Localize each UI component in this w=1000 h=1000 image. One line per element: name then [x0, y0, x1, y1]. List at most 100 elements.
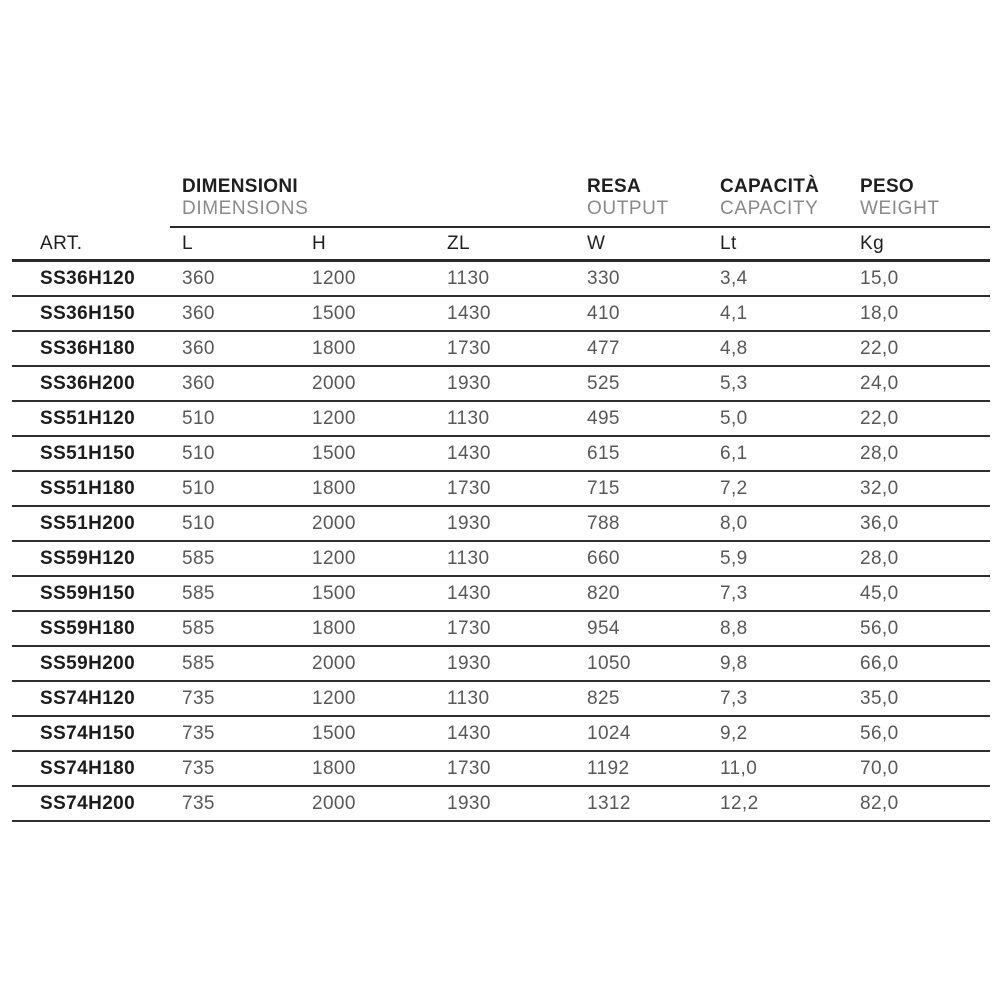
cell-length: 585: [182, 652, 215, 674]
group-primary-label: RESA: [587, 176, 641, 197]
cell-zl: 1130: [447, 687, 490, 709]
cell-height: 1500: [312, 722, 356, 744]
column-group-capacity: CAPACITÀ CAPACITY: [708, 176, 848, 220]
cell-capacity-lt: 5,9: [720, 547, 748, 569]
column-header-w: W: [587, 232, 606, 254]
group-primary-label: DIMENSIONI: [182, 176, 298, 197]
cell-height: 1800: [312, 757, 356, 779]
cell-height: 2000: [312, 372, 356, 394]
cell-height: 1200: [312, 547, 356, 569]
cell-height: 1800: [312, 477, 356, 499]
cell-weight-kg: 15,0: [860, 267, 899, 289]
article-code: SS36H150: [40, 302, 136, 324]
cell-output-w: 825: [587, 687, 620, 709]
cell-height: 2000: [312, 652, 356, 674]
cell-zl: 1730: [447, 617, 491, 639]
cell-length: 735: [182, 722, 215, 744]
table-row: SS74H200 735 2000 1930 1312 12,2 82,0: [12, 787, 990, 822]
table-row: SS51H180 510 1800 1730 715 7,2 32,0: [12, 472, 990, 507]
table-row: SS51H120 510 1200 1130 495 5,0 22,0: [12, 402, 990, 437]
cell-output-w: 660: [587, 547, 620, 569]
article-code: SS36H200: [40, 372, 136, 394]
cell-length: 360: [182, 267, 215, 289]
cell-length: 510: [182, 477, 215, 499]
cell-capacity-lt: 9,2: [720, 722, 748, 744]
cell-output-w: 410: [587, 302, 620, 324]
cell-output-w: 1024: [587, 722, 631, 744]
column-header-zl: ZL: [447, 232, 470, 254]
table-row: SS74H180 735 1800 1730 1192 11,0 70,0: [12, 752, 990, 787]
cell-weight-kg: 32,0: [860, 477, 899, 499]
article-code: SS51H200: [40, 512, 136, 534]
table-row: SS74H150 735 1500 1430 1024 9,2 56,0: [12, 717, 990, 752]
group-secondary-label: WEIGHT: [860, 198, 940, 219]
table-row: SS59H200 585 2000 1930 1050 9,8 66,0: [12, 647, 990, 682]
table-row: SS36H150 360 1500 1430 410 4,1 18,0: [12, 297, 990, 332]
product-spec-table: DIMENSIONI DIMENSIONS RESA OUTPUT CAPACI…: [12, 176, 990, 822]
cell-output-w: 1312: [587, 792, 631, 814]
cell-zl: 1930: [447, 792, 491, 814]
cell-weight-kg: 36,0: [860, 512, 899, 534]
column-group-weight: PESO WEIGHT: [848, 176, 990, 220]
group-primary-label: PESO: [860, 176, 914, 197]
cell-height: 1500: [312, 302, 356, 324]
cell-output-w: 477: [587, 337, 620, 359]
table-row: SS36H120 360 1200 1130 330 3,4 15,0: [12, 262, 990, 297]
article-code: SS36H120: [40, 267, 136, 289]
cell-capacity-lt: 12,2: [720, 792, 759, 814]
cell-capacity-lt: 6,1: [720, 442, 748, 464]
group-secondary-label: CAPACITY: [720, 198, 819, 219]
cell-capacity-lt: 7,2: [720, 477, 748, 499]
table-body: SS36H120 360 1200 1130 330 3,4 15,0 SS36…: [12, 262, 990, 822]
article-code: SS51H150: [40, 442, 136, 464]
article-code: SS51H180: [40, 477, 136, 499]
cell-height: 2000: [312, 792, 356, 814]
cell-zl: 1130: [447, 407, 490, 429]
cell-weight-kg: 24,0: [860, 372, 899, 394]
table-row: SS59H150 585 1500 1430 820 7,3 45,0: [12, 577, 990, 612]
cell-output-w: 615: [587, 442, 620, 464]
column-header-art: ART.: [40, 232, 83, 254]
table-row: SS74H120 735 1200 1130 825 7,3 35,0: [12, 682, 990, 717]
cell-capacity-lt: 7,3: [720, 687, 748, 709]
cell-length: 735: [182, 687, 215, 709]
article-code: SS74H150: [40, 722, 136, 744]
article-code: SS74H180: [40, 757, 136, 779]
cell-capacity-lt: 3,4: [720, 267, 748, 289]
group-primary-label: CAPACITÀ: [720, 176, 820, 197]
cell-length: 360: [182, 337, 215, 359]
cell-capacity-lt: 8,8: [720, 617, 748, 639]
article-code: SS59H200: [40, 652, 136, 674]
column-header-lt: Lt: [720, 232, 737, 254]
cell-length: 510: [182, 512, 215, 534]
table-row: SS59H120 585 1200 1130 660 5,9 28,0: [12, 542, 990, 577]
cell-weight-kg: 22,0: [860, 407, 899, 429]
cell-zl: 1130: [447, 547, 490, 569]
cell-length: 510: [182, 442, 215, 464]
cell-zl: 1430: [447, 722, 491, 744]
cell-output-w: 788: [587, 512, 620, 534]
table-row: SS36H180 360 1800 1730 477 4,8 22,0: [12, 332, 990, 367]
table-row: SS51H150 510 1500 1430 615 6,1 28,0: [12, 437, 990, 472]
article-code: SS59H180: [40, 617, 136, 639]
cell-length: 510: [182, 407, 215, 429]
column-group-dimensions: DIMENSIONI DIMENSIONS: [170, 176, 575, 220]
cell-weight-kg: 35,0: [860, 687, 899, 709]
cell-output-w: 525: [587, 372, 620, 394]
cell-height: 1800: [312, 337, 356, 359]
cell-height: 1800: [312, 617, 356, 639]
cell-weight-kg: 70,0: [860, 757, 899, 779]
cell-capacity-lt: 4,8: [720, 337, 748, 359]
table-row: SS36H200 360 2000 1930 525 5,3 24,0: [12, 367, 990, 402]
cell-zl: 1430: [447, 442, 491, 464]
cell-length: 735: [182, 792, 215, 814]
cell-zl: 1730: [447, 337, 491, 359]
cell-height: 1200: [312, 267, 356, 289]
article-code: SS74H200: [40, 792, 136, 814]
cell-zl: 1730: [447, 477, 491, 499]
cell-length: 360: [182, 302, 215, 324]
cell-length: 585: [182, 617, 215, 639]
cell-height: 1500: [312, 582, 356, 604]
cell-output-w: 820: [587, 582, 620, 604]
cell-capacity-lt: 8,0: [720, 512, 748, 534]
